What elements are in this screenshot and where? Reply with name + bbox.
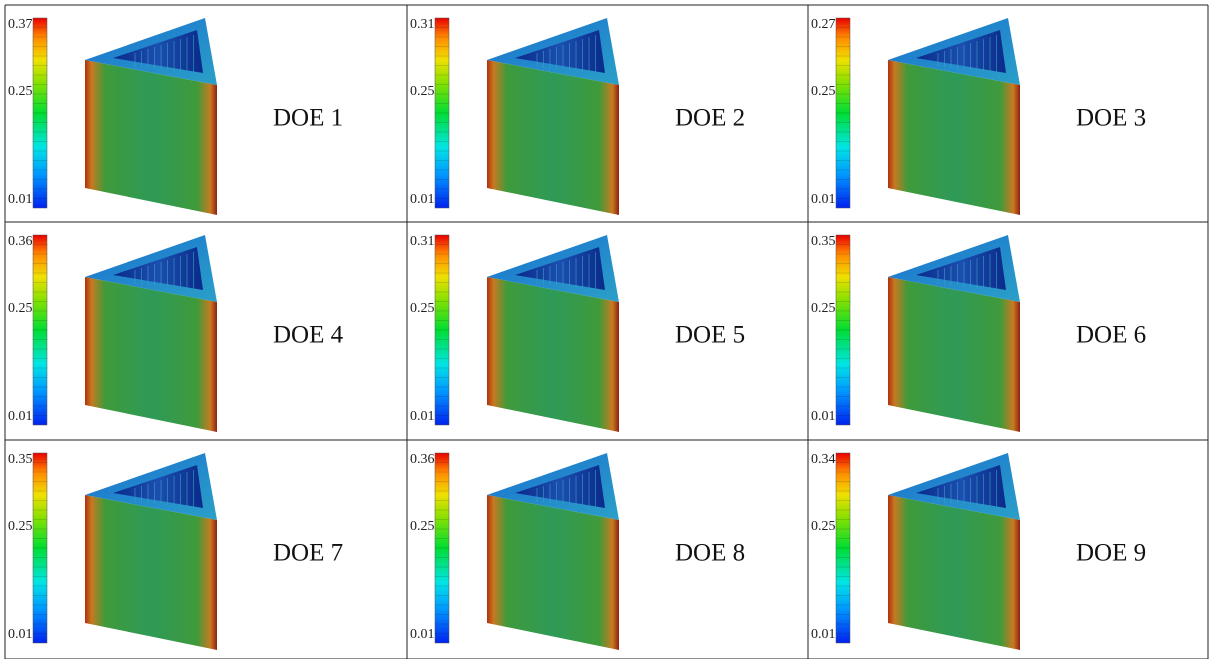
scale-max: 0.35 [8, 452, 33, 467]
colorbar [434, 17, 450, 209]
prism-front [487, 60, 619, 215]
prism-front [888, 495, 1020, 650]
cell: 0.27 0.25 0.01 DOE 3 [811, 17, 1146, 215]
colorbar [32, 17, 48, 209]
scale-mid: 0.25 [410, 84, 435, 99]
prism-front [85, 495, 217, 650]
scale-max: 0.36 [410, 452, 435, 467]
scale-max: 0.36 [8, 234, 33, 249]
scale-mid: 0.25 [410, 301, 435, 316]
doe-label: DOE 6 [1076, 322, 1146, 349]
scale-min: 0.01 [8, 409, 33, 424]
doe-label: DOE 7 [273, 540, 343, 567]
scale-max: 0.31 [410, 234, 435, 249]
doe-label: DOE 5 [675, 322, 745, 349]
cell: 0.36 0.25 0.01 DOE 8 [410, 452, 745, 650]
scale-max: 0.27 [811, 17, 836, 32]
scale-min: 0.01 [811, 409, 836, 424]
doe-label: DOE 2 [675, 105, 745, 132]
cell: 0.34 0.25 0.01 DOE 9 [811, 452, 1146, 650]
cell: 0.31 0.25 0.01 DOE 5 [410, 234, 745, 432]
scale-max: 0.34 [811, 452, 836, 467]
colorbar [32, 234, 48, 426]
colorbar [434, 452, 450, 644]
prism-front [85, 60, 217, 215]
colorbar [835, 452, 851, 644]
scale-max: 0.37 [8, 17, 33, 32]
scale-mid: 0.25 [811, 301, 836, 316]
prism-front [888, 277, 1020, 432]
colorbar [32, 452, 48, 644]
colorbar [434, 234, 450, 426]
colorbar [835, 234, 851, 426]
scale-max: 0.35 [811, 234, 836, 249]
doe-label: DOE 9 [1076, 540, 1146, 567]
scale-min: 0.01 [410, 192, 435, 207]
prism-front [888, 60, 1020, 215]
cell: 0.35 0.25 0.01 DOE 6 [811, 234, 1146, 432]
scale-mid: 0.25 [811, 519, 836, 534]
scale-mid: 0.25 [410, 519, 435, 534]
cell: 0.37 0.25 0.01 DOE 1 [8, 17, 343, 215]
scale-min: 0.01 [8, 627, 33, 642]
scale-max: 0.31 [410, 17, 435, 32]
scale-min: 0.01 [811, 192, 836, 207]
doe-label: DOE 3 [1076, 105, 1146, 132]
cell: 0.31 0.25 0.01 DOE 2 [410, 17, 745, 215]
scale-mid: 0.25 [811, 84, 836, 99]
doe-label: DOE 8 [675, 540, 745, 567]
scale-mid: 0.25 [8, 301, 33, 316]
scale-min: 0.01 [410, 409, 435, 424]
scale-min: 0.01 [410, 627, 435, 642]
colorbar [835, 17, 851, 209]
cell: 0.36 0.25 0.01 DOE 4 [8, 234, 344, 432]
prism-front [85, 277, 217, 432]
scale-min: 0.01 [8, 192, 33, 207]
scale-mid: 0.25 [8, 519, 33, 534]
cell: 0.35 0.25 0.01 DOE 7 [8, 452, 343, 650]
prism-front [487, 495, 619, 650]
scale-min: 0.01 [811, 627, 836, 642]
doe-label: DOE 4 [273, 322, 344, 349]
scale-mid: 0.25 [8, 84, 33, 99]
doe-label: DOE 1 [273, 105, 343, 132]
prism-front [487, 277, 619, 432]
